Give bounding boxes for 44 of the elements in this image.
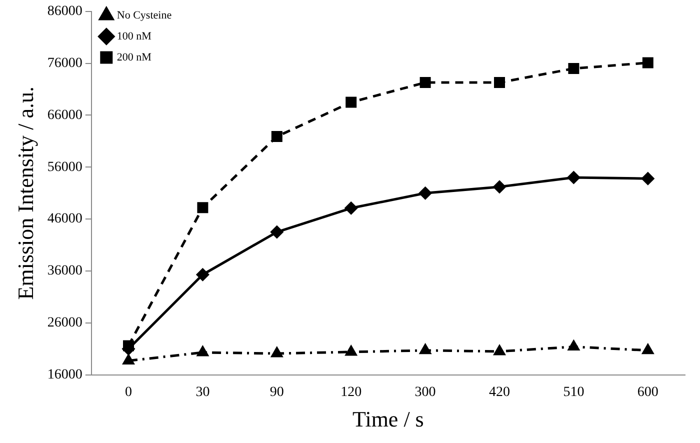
- point: [420, 77, 431, 88]
- x-tick-label: 600: [637, 384, 658, 400]
- y-tick-label: 76000: [47, 56, 82, 71]
- point: [493, 180, 506, 194]
- point: [270, 226, 284, 238]
- x-tick-label: 510: [563, 384, 584, 400]
- x-tick-label: 90: [270, 384, 284, 400]
- legend-label: 100 nM: [116, 30, 152, 42]
- x-tick-label: 120: [340, 384, 362, 400]
- legend-label: 200 nM: [116, 51, 152, 64]
- x-tick-label: 30: [196, 384, 210, 400]
- y-tick-label: 26000: [47, 316, 82, 331]
- point: [568, 63, 580, 74]
- y-tick-label: 56000: [47, 160, 82, 175]
- point: [494, 77, 505, 88]
- y-tick-label: 86000: [47, 4, 82, 20]
- point: [642, 172, 654, 185]
- point: [271, 131, 282, 142]
- point: [344, 202, 358, 214]
- x-tick-label: 0: [125, 384, 132, 400]
- point: [346, 346, 357, 356]
- point: [419, 186, 432, 200]
- point: [197, 202, 208, 214]
- point: [642, 57, 654, 68]
- y-axis-title: Emission Intensity / a.u.: [12, 86, 38, 300]
- y-tick-label: 66000: [47, 108, 82, 123]
- point: [494, 345, 506, 356]
- point: [197, 346, 208, 356]
- y-tick-label: 46000: [47, 212, 82, 227]
- point: [568, 340, 580, 351]
- point: [567, 171, 580, 184]
- point: [420, 344, 431, 354]
- point: [271, 347, 282, 358]
- x-tick-label: 300: [414, 384, 436, 400]
- legend-label: No Cysteine: [116, 9, 172, 22]
- x-axis-title: Time / s: [352, 406, 424, 432]
- y-tick-label: 36000: [47, 264, 82, 279]
- point: [196, 268, 209, 281]
- point: [123, 340, 134, 352]
- point: [642, 344, 654, 354]
- point: [122, 354, 134, 365]
- x-tick-label: 420: [489, 384, 510, 400]
- point: [346, 96, 357, 108]
- y-tick-label: 16000: [47, 367, 82, 382]
